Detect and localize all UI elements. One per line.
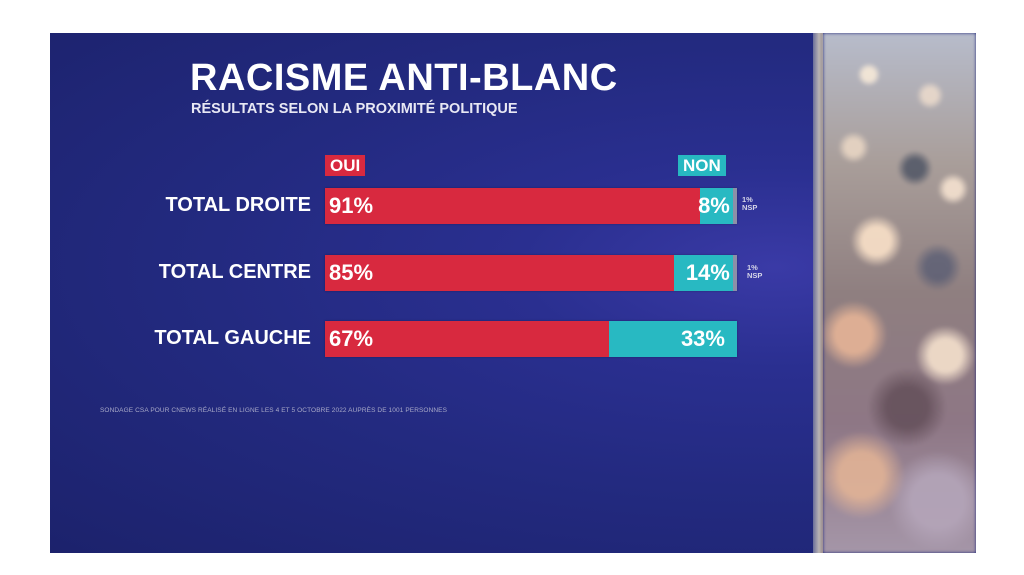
row-label-gauche: TOTAL GAUCHE <box>154 327 311 349</box>
bar-gauche: 67% 33% <box>325 321 737 357</box>
chart-subtitle: RÉSULTATS SELON LA PROXIMITÉ POLITIQUE <box>191 101 518 117</box>
chart-title: RACISME ANTI-BLANC <box>190 57 618 99</box>
nsp-pct: 1% <box>747 263 758 272</box>
value-non: 14% <box>685 260 730 285</box>
row-label-droite: TOTAL DROITE <box>165 194 311 216</box>
chart-background <box>50 33 813 553</box>
value-oui: 67% <box>329 326 374 351</box>
legend-oui: OUI <box>325 155 366 176</box>
value-oui: 85% <box>329 260 374 285</box>
bar-segment-non: 14% <box>673 255 733 291</box>
bar-centre: 85% 14% <box>325 255 737 291</box>
nsp-label: NSP <box>742 203 758 212</box>
nsp-pct: 1% <box>742 195 753 204</box>
crowd-photo <box>823 33 976 553</box>
bar-segment-oui: 91% <box>325 188 700 224</box>
bar-segment-oui: 67% <box>325 321 610 357</box>
bar-segment-nsp <box>732 255 737 291</box>
nsp-note-centre: 1% NSP <box>747 264 762 280</box>
nsp-label: NSP <box>747 271 763 280</box>
panel-divider <box>813 33 823 553</box>
bar-droite: 91% 8% <box>325 188 737 224</box>
bar-segment-non: 33% <box>609 321 737 357</box>
value-non: 8% <box>698 193 730 218</box>
bar-segment-nsp <box>732 188 737 224</box>
bar-segment-non: 8% <box>698 188 733 224</box>
value-oui: 91% <box>329 193 374 218</box>
row-label-centre: TOTAL CENTRE <box>158 261 311 283</box>
source-note: SONDAGE CSA POUR CNEWS RÉALISÉ EN LIGNE … <box>100 407 448 414</box>
nsp-note-droite: 1% NSP <box>742 196 757 212</box>
chart-panel: RACISME ANTI-BLANC RÉSULTATS SELON LA PR… <box>50 33 976 553</box>
legend-non: NON <box>678 155 726 176</box>
value-non: 33% <box>680 326 725 351</box>
bar-segment-oui: 85% <box>325 255 674 291</box>
